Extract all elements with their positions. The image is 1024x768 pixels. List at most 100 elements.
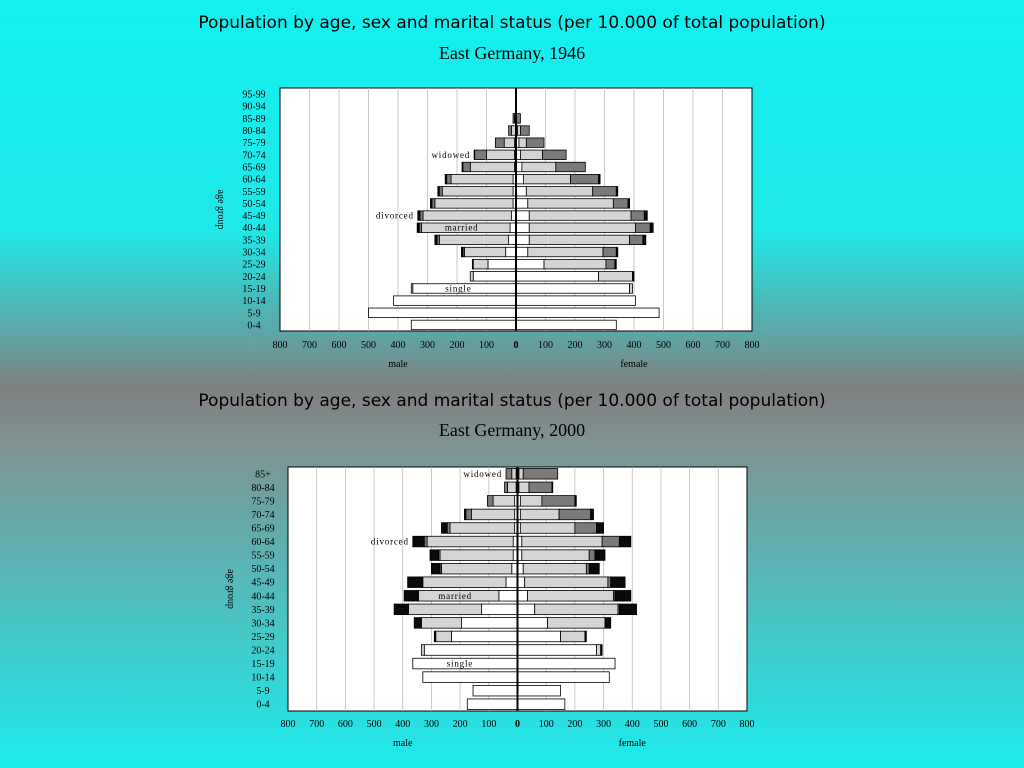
x-tick-label: 600 [682, 719, 697, 730]
bar-male-married-30-34 [420, 617, 462, 629]
bar-female-divorced-80-84 [551, 481, 554, 494]
bar-female-married-80-84 [518, 481, 530, 494]
bar-female-divorced-55-59 [594, 549, 606, 561]
bar-male-married-65-69 [449, 522, 516, 534]
bar-female-divorced-35-39 [618, 603, 637, 616]
bar-female-single-25-29 [517, 630, 561, 643]
age-group-label: 65-69 [242, 162, 265, 173]
bar-male-divorced-25-29 [471, 259, 474, 270]
status-annotation: married [438, 591, 472, 601]
bar-female-single-5-9 [517, 684, 561, 697]
age-group-label: 25-29 [251, 632, 274, 643]
chart1-subtitle: East Germany, 1946 [438, 43, 586, 63]
age-group-label: 45-49 [251, 578, 274, 589]
bar-male-widowed-70-74 [465, 508, 472, 521]
age-group-label: 0-4 [247, 320, 260, 331]
bar-male-widowed-80-84 [508, 125, 512, 136]
bar-female-divorced-40-44 [614, 590, 632, 602]
bar-male-married-55-59 [439, 549, 514, 561]
bar-male-divorced-25-29 [433, 630, 437, 643]
age-group-label: 15-19 [242, 284, 265, 295]
bar-male-divorced-45-49 [407, 576, 423, 588]
female-axis-label: female [620, 359, 648, 370]
bar-male-divorced-55-59 [437, 186, 440, 197]
age-group-label: 30-34 [242, 248, 265, 259]
chart2-subtitle: East Germany, 2000 [438, 420, 586, 440]
bar-female-divorced-25-29 [584, 630, 587, 643]
bar-male-divorced-30-34 [413, 617, 422, 629]
age-group-label: 25-29 [242, 260, 265, 271]
x-tick-label: 400 [395, 719, 410, 730]
chart1-title: Population by age, sex and marital statu… [198, 13, 826, 33]
bar-female-married-20-24 [595, 644, 602, 656]
bar-male-married-35-39 [408, 603, 483, 616]
age-group-label: 35-39 [242, 235, 265, 246]
status-annotation: married [445, 223, 479, 233]
age-group-label: 55-59 [242, 187, 265, 198]
bar-male-married-50-54 [441, 562, 513, 575]
bar-female-married-35-39 [534, 603, 619, 616]
x-tick-label: 100 [479, 340, 494, 351]
x-tick-label: 700 [711, 719, 726, 730]
bar-female-divorced-60-64 [618, 535, 632, 548]
bar-female-divorced-65-69 [595, 522, 604, 534]
bar-male-divorced-65-69 [441, 522, 448, 534]
age-group-label: 75-79 [251, 496, 274, 507]
bar-female-married-40-44 [527, 590, 615, 602]
age-group-label: 15-19 [251, 659, 274, 670]
bar-female-single-40-44 [517, 590, 528, 602]
bar-male-widowed-75-79 [486, 495, 494, 507]
bar-female-divorced-30-34 [615, 246, 619, 258]
age-group-label: 85-89 [242, 114, 265, 125]
bar-male-single-25-29 [451, 630, 518, 643]
age-group-label: 65-69 [251, 524, 274, 535]
status-annotation: widowed [463, 469, 502, 479]
age-group-label: 20-24 [242, 272, 265, 283]
bar-male-divorced-70-74 [473, 149, 476, 160]
status-annotation: single [445, 283, 471, 293]
female-axis-label: female [619, 738, 647, 749]
bar-female-married-50-54 [522, 562, 587, 575]
bar-male-widowed-65-69 [446, 522, 451, 534]
bar-male-married-70-74 [471, 508, 516, 521]
bar-female-single-35-39 [517, 603, 536, 616]
age-group-label: 5-9 [247, 308, 260, 319]
age-group-label: 45-49 [242, 211, 265, 222]
x-tick-label: 800 [273, 340, 288, 351]
bar-male-divorced-60-64 [412, 535, 425, 548]
bar-male-single-35-39 [481, 603, 518, 616]
bar-female-married-25-29 [560, 630, 586, 643]
bar-female-married-60-64 [521, 535, 603, 548]
status-annotation: single [447, 659, 473, 669]
male-axis-label: male [388, 359, 408, 370]
bar-female-divorced-45-49 [643, 210, 648, 221]
age-group-label: 5-9 [256, 686, 269, 697]
age-group-label: 90-94 [242, 102, 265, 113]
status-annotation: widowed [432, 150, 471, 160]
bar-male-divorced-50-54 [430, 198, 433, 209]
bar-male-divorced-40-44 [403, 590, 419, 602]
x-tick-label: 800 [740, 719, 755, 730]
age-group-label: 95-99 [242, 90, 265, 101]
x-tick-label: 200 [450, 340, 465, 351]
age-group-label: 40-44 [242, 223, 265, 234]
bar-female-married-15-19 [629, 283, 633, 294]
bar-male-married-20-24 [420, 644, 425, 656]
x-tick-label: 700 [302, 340, 317, 351]
age-group-label: 35-39 [251, 605, 274, 616]
bar-male-married-60-64 [426, 535, 514, 548]
x-tick-label: 0 [515, 719, 520, 730]
bar-female-divorced-60-64 [598, 173, 601, 185]
age-group-label: 80-84 [251, 483, 274, 494]
bar-male-single-20-24 [423, 644, 518, 656]
bar-female-widowed-65-69 [574, 522, 597, 534]
bar-female-widowed-65-69 [555, 161, 586, 173]
age-group-label: 80-84 [242, 126, 265, 137]
bar-male-widowed-80-84 [504, 481, 508, 494]
bar-female-divorced-20-24 [600, 644, 603, 656]
bar-male-widowed-85+ [505, 468, 513, 480]
age-group-label: 70-74 [251, 510, 274, 521]
bar-female-widowed-80-84 [528, 481, 553, 494]
bar-female-divorced-40-44 [649, 222, 654, 233]
